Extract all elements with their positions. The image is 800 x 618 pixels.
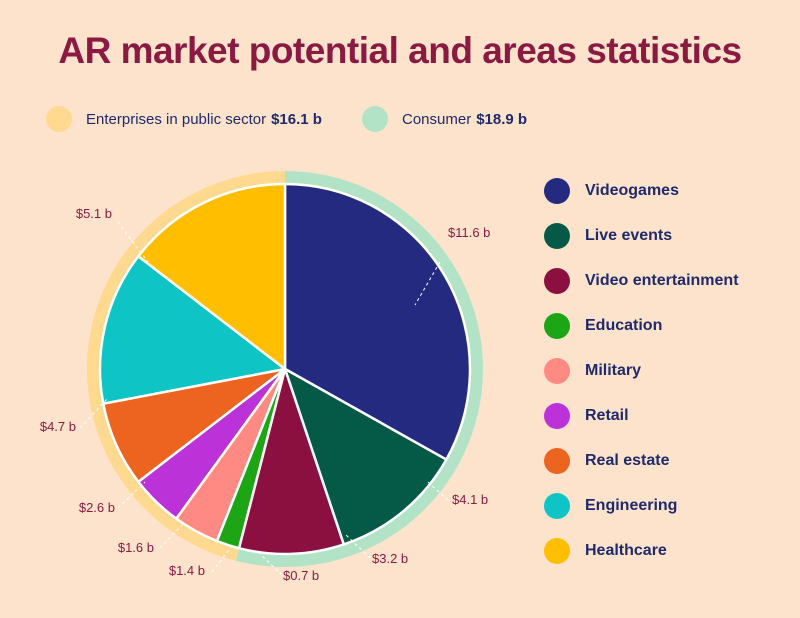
legend-label: Healthcare (585, 541, 667, 559)
leader-line (117, 481, 146, 509)
legend-label: Real estate (585, 451, 670, 469)
legend-item: Military (544, 348, 739, 393)
leader-line (117, 221, 149, 263)
consumer-swatch-icon (362, 106, 388, 132)
legend-label: Military (585, 361, 642, 379)
segment-legend-consumer: Consumer $18.9 b (362, 106, 527, 132)
legend-item: Education (544, 303, 739, 348)
slice-healthcare (137, 182, 287, 371)
legend-item: Video entertainment (544, 258, 739, 303)
legend-item: Retail (544, 393, 739, 438)
legend-label: Engineering (585, 496, 678, 514)
legend-label: Video entertainment (585, 271, 739, 289)
legend-swatch-icon (544, 537, 570, 564)
legend-label: Retail (585, 406, 629, 424)
segment-value: $18.9 b (476, 110, 528, 128)
slice-engineering (98, 255, 287, 405)
slice-value-label: $11.6 b (448, 225, 490, 240)
slice-videogames (283, 182, 472, 461)
legend-swatch-icon (544, 357, 570, 384)
legend-swatch-icon (544, 177, 570, 204)
slice-value-label: $1.4 b (169, 563, 205, 578)
legend-label: Videogames (585, 181, 679, 199)
leader-line (79, 397, 109, 429)
slice-value-label: $2.6 b (79, 500, 115, 515)
slice-value-label: $3.2 b (372, 551, 408, 566)
legend-item: Live events (544, 213, 739, 258)
slice-value-label: $4.7 b (40, 419, 76, 434)
chart-title: AR market potential and areas statistics (58, 30, 742, 71)
legend-swatch-icon (544, 402, 570, 429)
slice-value-label: $4.1 b (452, 492, 488, 507)
legend-item: Engineering (544, 483, 739, 528)
legend-label: Live events (585, 226, 673, 244)
legend-swatch-icon (544, 267, 570, 294)
segment-label: Consumer (402, 110, 472, 128)
slice-value-label: $5.1 b (76, 206, 112, 221)
legend-item: Videogames (544, 168, 739, 213)
slice-live-events (283, 367, 448, 546)
segment-label: Enterprises in public sector (86, 110, 267, 128)
slice-video-entertainment (237, 367, 345, 556)
legend-swatch-icon (544, 447, 570, 474)
slice-value-label: $0.7 b (283, 568, 319, 583)
enterprises-swatch-icon (46, 106, 72, 132)
legend-item: Healthcare (544, 528, 739, 573)
legend-item: Real estate (544, 438, 739, 483)
pie-chart: $11.6 b $4.1 b $3.2 b $0.7 b $1.4 b $1.6 b $2.… (40, 171, 490, 583)
segment-legend-enterprises: Enterprises in public sector $16.1 b (46, 106, 322, 132)
legend-swatch-icon (544, 222, 570, 249)
legend-swatch-icon (544, 492, 570, 519)
leader-line (427, 481, 449, 501)
segment-value: $16.1 b (271, 110, 322, 128)
category-legend: Videogames Live events Video entertainment… (544, 168, 739, 573)
leader-line (414, 261, 441, 306)
slice-value-label: $1.6 b (118, 540, 154, 555)
legend-swatch-icon (544, 312, 570, 339)
legend-label: Education (585, 316, 663, 334)
